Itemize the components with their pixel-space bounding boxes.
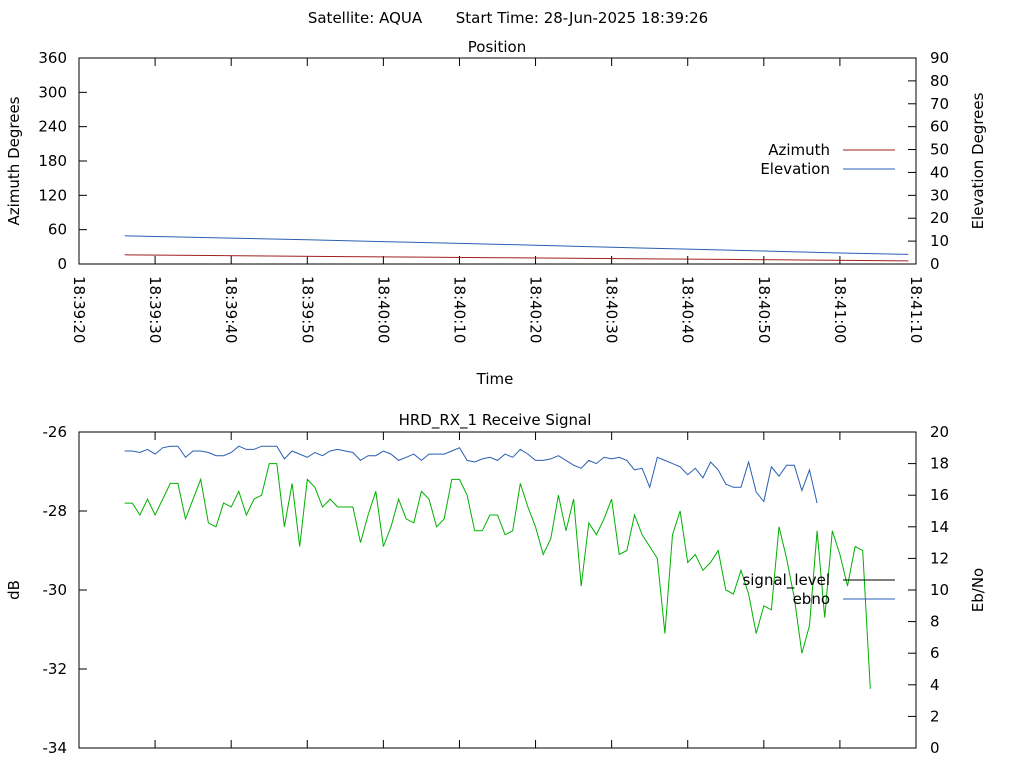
signal-y-axis-label: dB: [5, 580, 23, 600]
y2-tick-label: 12: [930, 549, 949, 567]
position-x-axis: 18:39:20 18:39:30 18:39:40 18:39:50 18:40:00…: [70, 58, 925, 343]
y2-tick-label: 70: [930, 95, 949, 113]
series-line-azimuth: [124, 254, 909, 262]
y-tick-label: -28: [43, 502, 68, 520]
y-tick-label: 180: [38, 152, 67, 170]
signal-plot-frame: [78, 431, 917, 749]
signal-y2-axis: 0 2 4 6 8 10 12 14 16 18 20: [908, 423, 949, 757]
y2-tick-label: 20: [930, 209, 949, 227]
y-tick-label: -34: [43, 739, 68, 757]
x-tick-label: 18:39:30: [146, 276, 164, 343]
x-tick-label: 18:40:20: [527, 276, 545, 343]
x-tick-label: 18:40:30: [603, 276, 621, 343]
position-y2-axis-label: Elevation Degrees: [969, 92, 987, 229]
x-tick-label: 18:40:00: [374, 276, 392, 343]
y2-tick-label: 90: [930, 49, 949, 67]
legend-label: Elevation: [760, 160, 830, 178]
position-chart: Position 0 60 120 180 240 300 360 0 10 20 30 40 50 6…: [5, 38, 987, 388]
x-tick-label: 18:41:00: [831, 276, 849, 343]
start-time-label: Start Time: 28-Jun-2025 18:39:26: [456, 9, 708, 27]
y2-tick-label: 14: [930, 518, 949, 536]
series-line-signal-level: [124, 463, 871, 689]
y-tick-label: 0: [57, 255, 67, 273]
y2-tick-label: 50: [930, 141, 949, 159]
position-series: [124, 235, 909, 262]
y2-tick-label: 16: [930, 486, 949, 504]
series-line-ebno: [124, 445, 818, 504]
receive-signal-chart: HRD_RX_1 Receive Signal -34-32-30-28-26 …: [5, 411, 987, 757]
y2-tick-label: 4: [930, 676, 940, 694]
x-tick-label: 18:40:10: [450, 276, 468, 343]
y-tick-label: 360: [38, 49, 67, 67]
x-tick-label: 18:41:10: [907, 276, 925, 343]
signal-x-axis: [78, 432, 917, 748]
y2-tick-label: 60: [930, 118, 949, 136]
y-tick-label: 60: [48, 221, 67, 239]
y-tick-label: 120: [38, 186, 67, 204]
y2-tick-label: 10: [930, 232, 949, 250]
position-y-axis: 0 60 120 180 240 300 360: [38, 49, 87, 273]
position-chart-title: Position: [468, 38, 526, 56]
position-y-axis-label: Azimuth Degrees: [5, 96, 23, 225]
y2-tick-label: 20: [930, 423, 949, 441]
legend-label: Azimuth: [768, 141, 830, 159]
legend-label: signal_level: [742, 571, 830, 590]
x-tick-label: 18:39:40: [222, 276, 240, 343]
y2-tick-label: 0: [930, 739, 940, 757]
signal-y2-axis-label: Eb/No: [969, 568, 987, 612]
signal-y-axis: -34 -32 -30 -28 -26: [43, 423, 87, 757]
y-tick-label: -32: [43, 660, 68, 678]
receive-signal-chart-title: HRD_RX_1 Receive Signal: [399, 411, 592, 430]
y2-tick-label: 0: [930, 255, 940, 273]
position-x-axis-label: Time: [476, 370, 514, 388]
position-y2-axis: 0 10 20 30 40 50 60 70 80 90: [908, 49, 949, 273]
y2-tick-label: 40: [930, 163, 949, 181]
y2-tick-label: 8: [930, 613, 940, 631]
y2-tick-label: 30: [930, 186, 949, 204]
series-line-elevation: [124, 235, 909, 255]
y-tick-label: -30: [43, 581, 68, 599]
y2-tick-label: 18: [930, 455, 949, 473]
y-tick-label: 300: [38, 83, 67, 101]
y2-tick-label: 2: [930, 707, 940, 725]
signal-series: [124, 445, 871, 689]
x-tick-label: 18:40:50: [755, 276, 773, 343]
y2-tick-label: 6: [930, 644, 940, 662]
x-tick-label: 18:39:20: [70, 276, 88, 343]
x-tick-label: 18:40:40: [679, 276, 697, 343]
satellite-label: Satellite: AQUA: [308, 9, 423, 27]
y2-tick-label: 80: [930, 72, 949, 90]
y-tick-label: -26: [43, 423, 68, 441]
y2-tick-label: 10: [930, 581, 949, 599]
y-tick-label: 240: [38, 118, 67, 136]
x-tick-label: 18:39:50: [298, 276, 316, 343]
legend-label: ebno: [793, 590, 830, 608]
